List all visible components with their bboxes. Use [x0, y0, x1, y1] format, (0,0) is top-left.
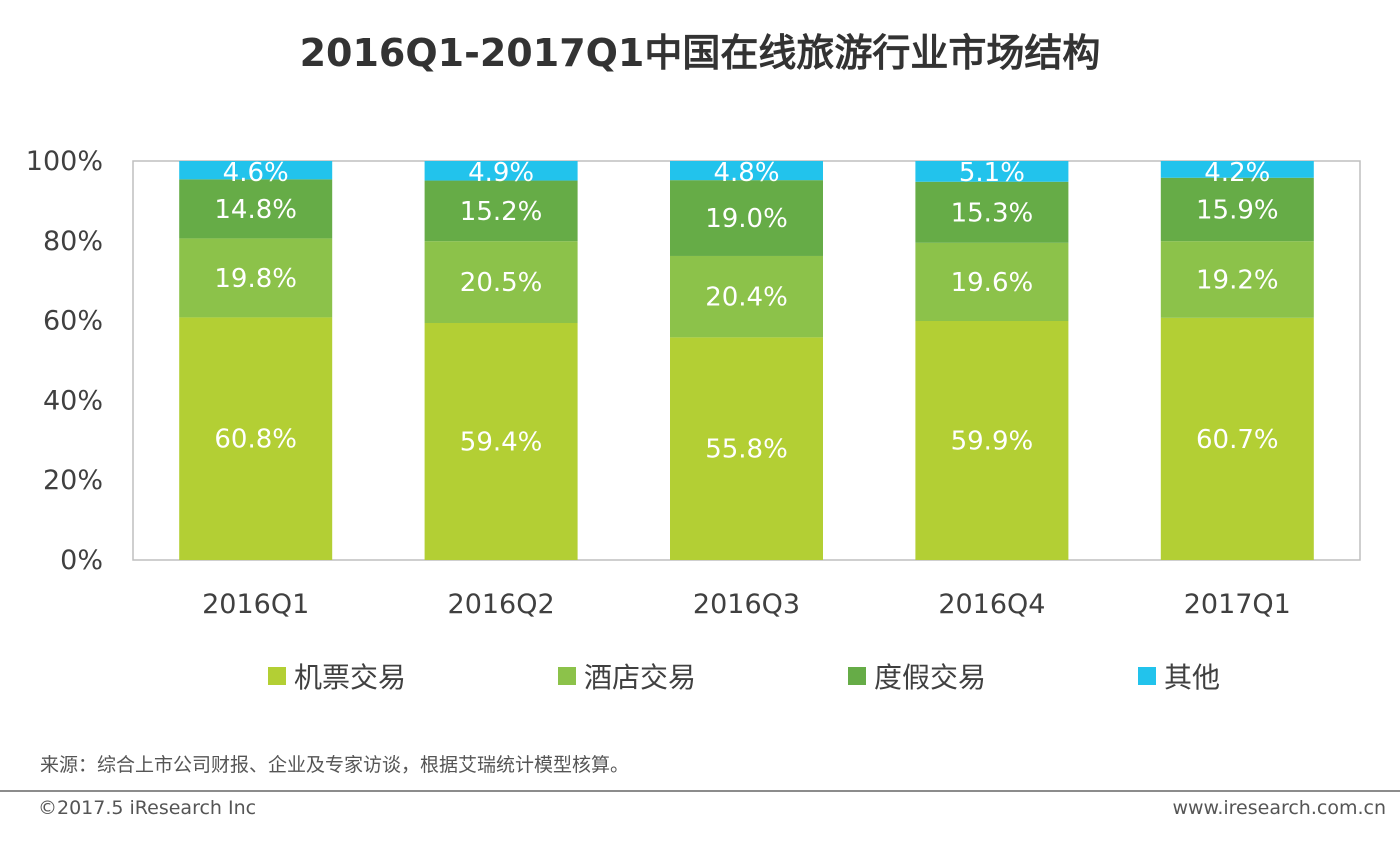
legend-swatch — [1138, 667, 1156, 685]
data-label: 19.6% — [951, 268, 1034, 298]
data-label: 20.4% — [705, 283, 788, 313]
data-label: 4.6% — [223, 158, 289, 188]
bar-segment-2016Q4-3 — [915, 181, 1069, 243]
bar-segment-2016Q3-4 — [670, 161, 823, 181]
legend-item: 酒店交易 — [558, 656, 696, 696]
bar-segment-2016Q4-1 — [915, 320, 1069, 560]
bar-segment-2016Q2-1 — [424, 322, 578, 560]
legend-item: 机票交易 — [268, 656, 406, 696]
chart-legend: 机票交易 酒店交易 度假交易 其他 — [0, 656, 1400, 696]
bar-segment-2016Q3-3 — [670, 180, 823, 256]
y-tick-label: 100% — [26, 146, 103, 177]
bar-segment-2016Q3-2 — [670, 255, 823, 338]
stacked-bar-chart: 60.8% 19.8% 14.8% 4.6% 59.4% 20.5% 15.2% 4.9% 55… — [26, 146, 1361, 620]
data-label: 60.7% — [1196, 425, 1279, 455]
x-tick-label: 2016Q2 — [448, 589, 555, 620]
bar-segment-2017Q1-1 — [1160, 317, 1314, 560]
x-tick-label: 2016Q3 — [693, 589, 800, 620]
bar-segment-2016Q1-2 — [179, 238, 333, 318]
legend-swatch — [848, 667, 866, 685]
chart-title: 2016Q1-2017Q1中国在线旅游行业市场结构 — [299, 31, 1101, 75]
data-label: 19.2% — [1196, 266, 1279, 296]
legend-swatch — [268, 667, 286, 685]
data-label: 4.9% — [468, 158, 534, 188]
bar-segment-2016Q1-1 — [179, 317, 333, 560]
x-tick-label: 2017Q1 — [1184, 589, 1291, 620]
source-note: 来源：综合上市公司财报、企业及专家访谈，根据艾瑞统计模型核算。 — [40, 754, 630, 776]
data-label: 55.8% — [705, 435, 788, 465]
bar-segment-2016Q2-2 — [424, 241, 578, 323]
legend-label: 其他 — [1164, 661, 1221, 694]
data-label: 59.9% — [951, 426, 1034, 456]
y-tick-label: 80% — [43, 226, 103, 257]
data-label: 15.9% — [1196, 195, 1279, 225]
x-tick-label: 2016Q4 — [938, 589, 1045, 620]
legend-label: 机票交易 — [294, 661, 407, 694]
legend-item: 其他 — [1138, 656, 1220, 696]
bar-segment-2016Q2-3 — [424, 180, 578, 242]
y-tick-label: 0% — [60, 545, 103, 576]
data-label: 19.0% — [705, 204, 788, 234]
bar-segment-2016Q1-4 — [179, 161, 333, 180]
bar-segment-2016Q2-4 — [424, 161, 578, 181]
y-tick-label: 40% — [43, 385, 103, 416]
footer-divider — [0, 790, 1400, 792]
legend-label: 度假交易 — [874, 661, 987, 694]
data-label: 14.8% — [214, 195, 297, 225]
legend-label: 酒店交易 — [584, 661, 697, 694]
y-tick-label: 60% — [43, 306, 103, 337]
data-label: 60.8% — [214, 425, 297, 455]
bar-segment-2017Q1-3 — [1160, 177, 1314, 242]
bar-segment-2016Q3-1 — [670, 337, 823, 560]
data-label: 15.3% — [951, 198, 1034, 228]
website-text: www.iresearch.com.cn — [1172, 797, 1386, 819]
data-label: 5.1% — [959, 158, 1025, 188]
data-label: 59.4% — [460, 427, 543, 457]
bar-segment-2017Q1-2 — [1160, 241, 1314, 318]
bar-segment-2016Q4-2 — [915, 242, 1069, 321]
legend-swatch — [558, 667, 576, 685]
data-label: 19.8% — [214, 264, 297, 294]
data-label: 15.2% — [460, 197, 543, 227]
x-tick-label: 2016Q1 — [202, 589, 309, 620]
data-label: 4.2% — [1204, 158, 1270, 188]
bar-segment-2016Q1-3 — [179, 179, 333, 239]
copyright-text: ©2017.5 iResearch Inc — [38, 797, 257, 819]
bar-segment-2016Q4-4 — [915, 161, 1069, 182]
data-label: 20.5% — [460, 268, 543, 298]
data-label: 4.8% — [713, 158, 779, 188]
legend-item: 度假交易 — [848, 656, 986, 696]
y-tick-label: 20% — [43, 465, 103, 496]
bar-segment-2017Q1-4 — [1160, 161, 1314, 178]
